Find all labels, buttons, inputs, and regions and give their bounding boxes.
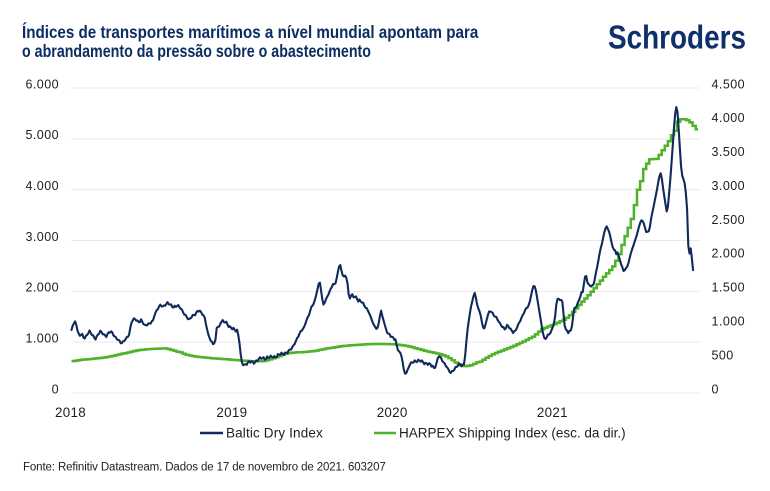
- svg-text:o abrandamento da pressão sobr: o abrandamento da pressão sobre o abaste…: [22, 41, 371, 61]
- svg-text:2.500: 2.500: [712, 213, 746, 227]
- svg-text:3.500: 3.500: [712, 145, 746, 159]
- svg-text:2021: 2021: [537, 405, 568, 420]
- svg-text:Fonte: Refinitiv Datastream. D: Fonte: Refinitiv Datastream. Dados de 17…: [23, 462, 386, 474]
- svg-text:4.500: 4.500: [712, 77, 746, 91]
- svg-text:HARPEX Shipping Index (esc. da: HARPEX Shipping Index (esc. da dir.): [399, 426, 626, 441]
- svg-text:2018: 2018: [55, 405, 86, 420]
- svg-text:500: 500: [712, 348, 734, 362]
- svg-text:6.000: 6.000: [25, 77, 59, 91]
- svg-text:0: 0: [712, 382, 719, 396]
- svg-text:1.000: 1.000: [25, 332, 59, 346]
- svg-text:2019: 2019: [216, 405, 247, 420]
- svg-text:1.500: 1.500: [712, 281, 746, 295]
- svg-text:Schroders: Schroders: [608, 19, 746, 56]
- svg-text:Índices de transportes marítim: Índices de transportes marítimos a nível…: [22, 22, 479, 43]
- svg-text:2020: 2020: [377, 405, 408, 420]
- svg-text:5.000: 5.000: [25, 128, 59, 142]
- svg-text:3.000: 3.000: [712, 179, 746, 193]
- svg-text:2.000: 2.000: [25, 281, 59, 295]
- svg-text:Baltic Dry Index: Baltic Dry Index: [226, 426, 323, 441]
- svg-text:4.000: 4.000: [712, 111, 746, 125]
- svg-text:1.000: 1.000: [712, 315, 746, 329]
- svg-text:3.000: 3.000: [25, 230, 59, 244]
- svg-text:2.000: 2.000: [712, 247, 746, 261]
- svg-text:4.000: 4.000: [25, 179, 59, 193]
- svg-text:0: 0: [52, 382, 59, 396]
